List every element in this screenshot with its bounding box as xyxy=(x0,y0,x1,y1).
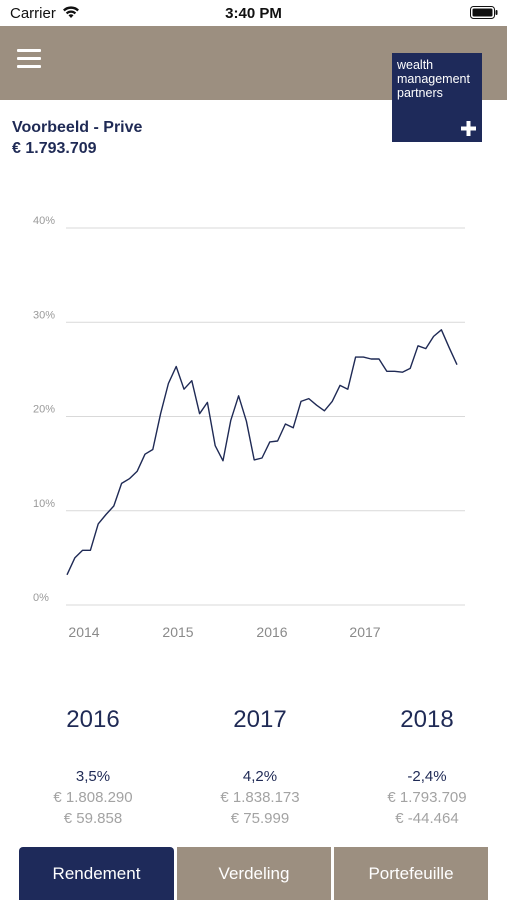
x-tick-label: 2014 xyxy=(68,624,99,640)
tab-verdeling[interactable]: Verdeling xyxy=(177,847,331,900)
y-tick-label: 40% xyxy=(33,215,55,227)
status-time: 3:40 PM xyxy=(225,5,282,22)
year-result: € 59.858 xyxy=(63,810,123,827)
x-tick-label: 2017 xyxy=(349,624,380,640)
hamburger-menu-icon[interactable] xyxy=(17,49,41,73)
logo-line-3: partners xyxy=(397,86,443,100)
year-title: 2018 xyxy=(400,706,454,733)
year-title: 2016 xyxy=(66,706,120,733)
portfolio-name: Voorbeeld - Prive xyxy=(12,119,143,136)
y-tick-label: 30% xyxy=(33,309,55,321)
y-tick-label: 0% xyxy=(33,592,49,604)
tab-rendement[interactable]: Rendement xyxy=(19,847,174,900)
logo-text: wealth management partners xyxy=(397,58,470,100)
year-value: € 1.793.709 xyxy=(387,789,467,806)
status-bar: Carrier 3:40 PM xyxy=(0,0,507,26)
tab-portefeuille[interactable]: Portefeuille xyxy=(334,847,488,900)
year-title: 2017 xyxy=(233,706,287,733)
year-return: -2,4% xyxy=(407,768,447,785)
year-return: 3,5% xyxy=(75,768,111,785)
year-return: 4,2% xyxy=(242,768,278,785)
portfolio-value: € 1.793.709 xyxy=(12,140,97,157)
x-tick-label: 2016 xyxy=(256,624,287,640)
year-value: € 1.838.173 xyxy=(220,789,300,806)
return-series-line xyxy=(66,329,458,576)
year-value: € 1.808.290 xyxy=(53,789,133,806)
return-line-chart: 0% 10% 20% 30% 40% 2014 2015 2016 2017 xyxy=(33,215,465,640)
year-result: € -44.464 xyxy=(395,810,459,827)
logo-line-2: management xyxy=(397,72,470,86)
wmp-logo: wealth management partners xyxy=(392,53,482,142)
carrier-label: Carrier xyxy=(10,5,56,22)
logo-line-1: wealth xyxy=(397,58,434,72)
y-tick-label: 20% xyxy=(33,404,55,416)
year-result: € 75.999 xyxy=(230,810,290,827)
y-tick-label: 10% xyxy=(33,498,55,510)
plus-icon xyxy=(461,121,476,136)
wifi-icon xyxy=(63,6,79,18)
battery-icon xyxy=(470,6,498,19)
x-tick-label: 2015 xyxy=(162,624,193,640)
